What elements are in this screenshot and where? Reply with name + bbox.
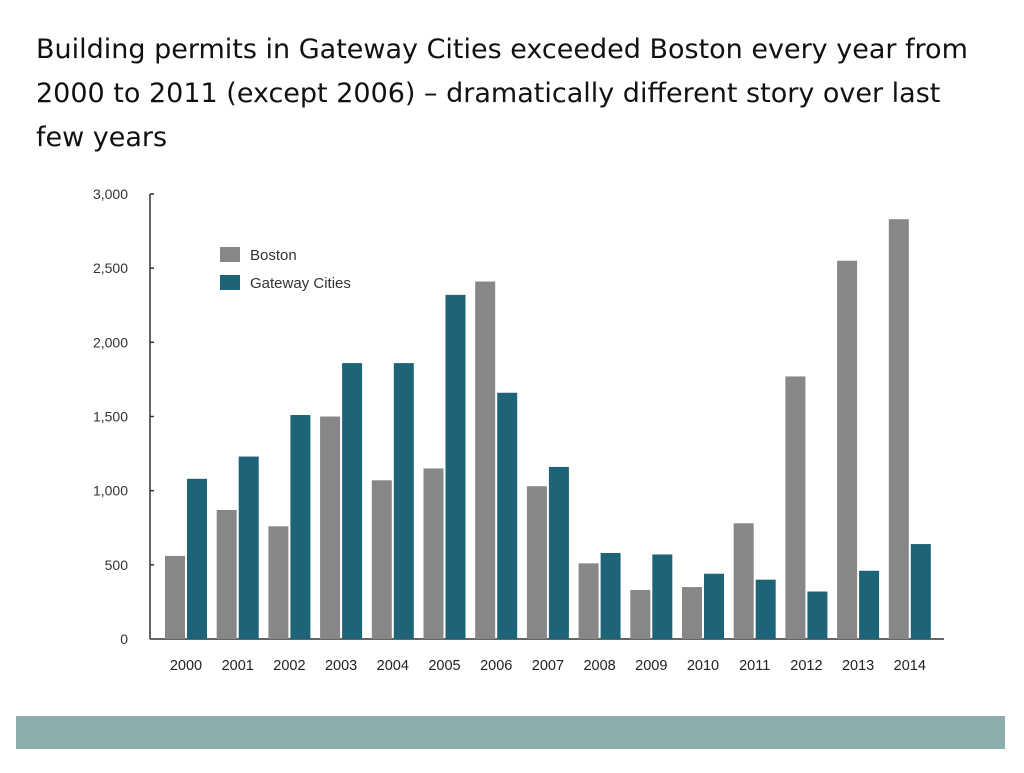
chart-bars	[165, 219, 931, 639]
bar-gateway-2013	[859, 570, 880, 639]
y-tick-label: 2,000	[93, 334, 128, 350]
bar-boston-2008	[578, 563, 599, 639]
bar-gateway-2011	[755, 579, 776, 639]
bar-boston-2004	[371, 480, 392, 639]
x-tick-label: 2012	[790, 658, 822, 674]
bar-boston-2013	[837, 260, 858, 639]
bar-gateway-2001	[238, 456, 259, 639]
x-tick-label: 2004	[377, 658, 409, 674]
bar-gateway-2010	[704, 573, 724, 639]
x-tick-label: 2001	[222, 658, 254, 674]
x-tick-label: 2006	[480, 658, 512, 674]
bar-gateway-2002	[290, 415, 311, 639]
x-tick-label: 2009	[635, 658, 667, 674]
bar-gateway-2007	[548, 466, 569, 639]
x-tick-label: 2002	[273, 658, 305, 674]
x-tick-label: 2007	[532, 658, 564, 674]
bar-gateway-2014	[910, 544, 931, 639]
chart-legend: Boston Gateway Cities	[220, 247, 351, 292]
bar-gateway-2006	[497, 392, 518, 639]
x-tick-label: 2005	[428, 658, 460, 674]
bar-boston-2011	[733, 523, 754, 639]
bar-boston-2007	[526, 486, 547, 639]
bar-boston-2005	[423, 468, 444, 639]
bar-boston-2010	[682, 587, 702, 639]
legend-swatch-boston	[220, 247, 240, 262]
bar-gateway-2009	[652, 554, 673, 639]
bar-boston-2001	[216, 509, 237, 639]
footer-bar	[16, 716, 1005, 749]
x-tick-label: 2000	[170, 658, 202, 674]
bar-gateway-2000	[187, 478, 207, 639]
bar-boston-2012	[785, 376, 806, 639]
bar-gateway-2005	[445, 294, 466, 639]
bar-boston-2006	[475, 281, 496, 639]
legend-label-boston: Boston	[250, 247, 297, 264]
slide-title: Building permits in Gateway Cities excee…	[36, 34, 968, 153]
bar-boston-2000	[165, 555, 185, 639]
bar-boston-2003	[320, 416, 341, 639]
bar-gateway-2004	[393, 363, 414, 639]
legend-label-gateway: Gateway Cities	[250, 275, 351, 292]
x-tick-label: 2010	[687, 658, 719, 674]
y-tick-label: 3,000	[93, 186, 128, 202]
y-tick-label: 1,500	[93, 409, 128, 425]
bar-boston-2002	[268, 526, 289, 639]
bar-boston-2009	[630, 590, 651, 639]
bar-gateway-2012	[807, 591, 828, 639]
x-tick-label: 2011	[739, 658, 770, 674]
bar-gateway-2008	[600, 552, 621, 639]
x-tick-label: 2013	[842, 658, 874, 674]
x-tick-label: 2008	[583, 658, 615, 674]
x-tick-label: 2003	[325, 658, 357, 674]
y-tick-label: 0	[120, 631, 128, 647]
y-tick-label: 1,000	[93, 483, 128, 499]
legend-swatch-gateway	[220, 275, 240, 290]
x-tick-label: 2014	[894, 658, 926, 674]
y-tick-label: 500	[105, 557, 129, 573]
bar-gateway-2003	[342, 363, 363, 639]
y-tick-label: 2,500	[93, 260, 128, 276]
bar-boston-2014	[888, 219, 909, 639]
